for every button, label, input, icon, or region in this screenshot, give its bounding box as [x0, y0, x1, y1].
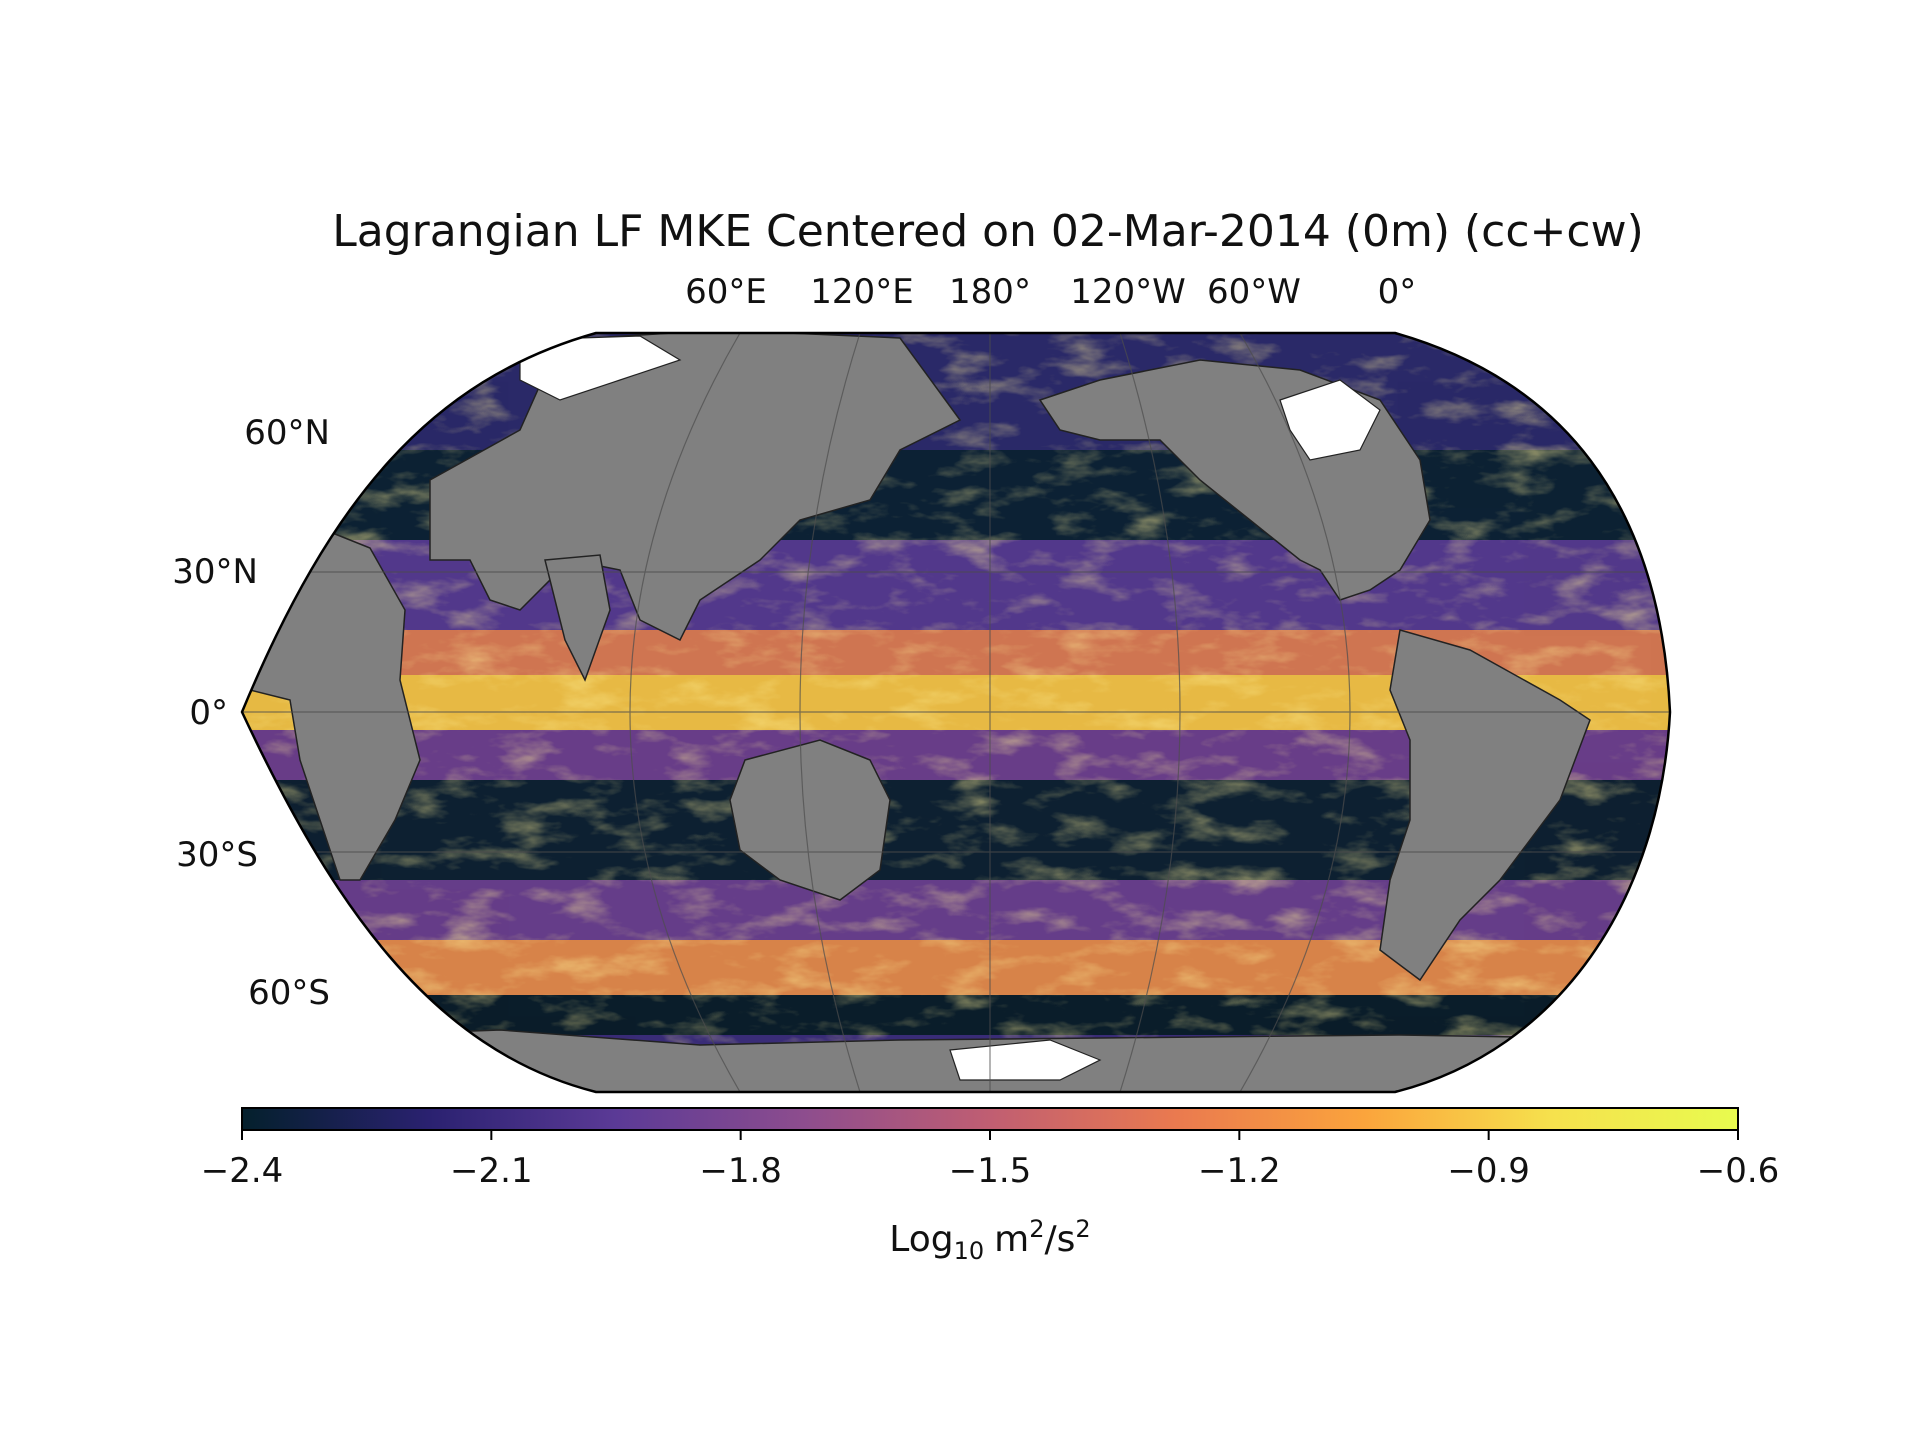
lat-tick-labels: 60°N 30°N 0° 30°S 60°S — [172, 413, 330, 1013]
lon-tick-60e: 60°E — [685, 272, 767, 312]
colorbar-tick-label: −0.9 — [1447, 1151, 1530, 1191]
lon-tick-0: 0° — [1378, 272, 1417, 312]
sea-ice — [519, 335, 1381, 1081]
lon-tick-120w: 120°W — [1070, 272, 1186, 312]
map-globe — [242, 333, 1670, 1092]
sea-ice-antarctic — [949, 1039, 1102, 1081]
lat-tick-60n: 60°N — [244, 413, 330, 453]
lon-tick-labels: 60°E 120°E 180° 120°W 60°W 0° — [685, 272, 1416, 312]
colorbar-tick-label: −1.8 — [699, 1151, 782, 1191]
graticule — [242, 333, 1670, 1092]
map-title: Lagrangian LF MKE Centered on 02-Mar-201… — [332, 206, 1644, 257]
colorbar-gradient — [241, 1107, 1739, 1131]
colorbar-label-sup1: 2 — [1029, 1215, 1044, 1243]
colorbar-label-m: m — [994, 1219, 1029, 1260]
sea-ice-arctic-west — [519, 335, 682, 401]
land-australia — [729, 739, 891, 901]
colorbar-label: Log10 m2/s2 — [889, 1215, 1090, 1265]
lon-tick-60w: 60°W — [1207, 272, 1301, 312]
land-south-america — [1379, 629, 1591, 982]
colorbar-tick-label: −1.2 — [1198, 1151, 1281, 1191]
lat-tick-30s: 30°S — [176, 835, 258, 875]
colorbar-tick-label: −2.1 — [450, 1151, 533, 1191]
colorbar-tick-label: −1.5 — [949, 1151, 1032, 1191]
colorbar-label-log: Log — [889, 1219, 953, 1260]
lon-tick-120e: 120°E — [810, 272, 913, 312]
lat-tick-60s: 60°S — [248, 973, 330, 1013]
colorbar-label-sub: 10 — [954, 1237, 985, 1265]
land-india — [544, 554, 611, 682]
sea-ice-arctic-east — [1279, 379, 1381, 461]
colorbar-tick-label: −2.4 — [201, 1151, 284, 1191]
lat-tick-0: 0° — [189, 693, 228, 733]
lon-tick-180: 180° — [949, 272, 1031, 312]
colorbar-label-sup2: 2 — [1075, 1215, 1090, 1243]
colorbar-tick-label: −0.6 — [1697, 1151, 1780, 1191]
lat-tick-30n: 30°N — [172, 552, 258, 592]
colorbar-ticks: −2.4 −2.1 −1.8 −1.5 −1.2 −0.9 −0.6 — [201, 1130, 1780, 1191]
colorbar: −2.4 −2.1 −1.8 −1.5 −1.2 −0.9 −0.6 Log10 m2/s2 — [201, 1107, 1780, 1265]
colorbar-label-slash: /s — [1045, 1219, 1076, 1260]
map-border — [240, 331, 1672, 1094]
